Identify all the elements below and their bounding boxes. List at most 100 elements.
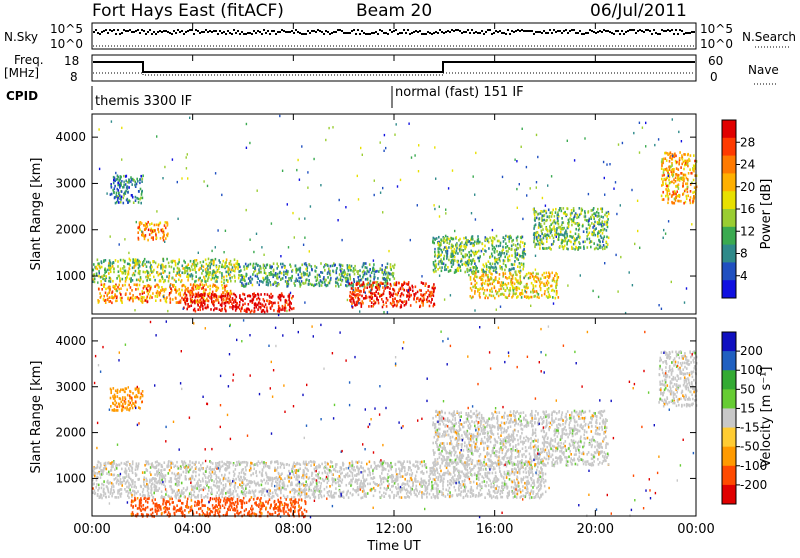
power-cell [549, 275, 551, 278]
freq-tick-low: 8 [70, 70, 78, 84]
nsky-point [133, 31, 135, 33]
power-cell [463, 249, 465, 252]
power-cell [120, 259, 122, 262]
nsky-point [381, 30, 383, 32]
power-cell [369, 286, 371, 289]
power-cell [685, 189, 687, 192]
power-cell [504, 256, 506, 259]
nsky-point [153, 31, 155, 33]
power-cell [400, 306, 402, 309]
power-cell [552, 289, 554, 292]
power-cell [689, 168, 691, 171]
power-cell [156, 224, 158, 227]
power-cell [349, 276, 351, 279]
power-cell [242, 293, 244, 296]
power-cell [205, 280, 207, 283]
power-cell [604, 262, 605, 264]
power-cell [135, 259, 137, 262]
power-cell [578, 229, 580, 232]
power-cell [191, 273, 193, 276]
power-cell [153, 276, 155, 279]
power-cell [347, 273, 349, 276]
nsky-point [217, 33, 219, 35]
power-cell [482, 288, 484, 291]
power-cell [511, 254, 513, 257]
power-cell [162, 228, 164, 231]
power-cell [517, 207, 518, 209]
power-cell [666, 185, 668, 188]
power-cell [284, 266, 286, 269]
power-cell [198, 269, 200, 272]
power-cell [520, 283, 522, 286]
velocity-cell [212, 471, 214, 474]
power-cell [500, 242, 502, 245]
power-cell [380, 282, 382, 285]
power-cell [481, 250, 483, 253]
power-cell [404, 304, 406, 307]
velocity-cell [220, 482, 222, 485]
power-cell [371, 271, 373, 274]
power-cell [136, 296, 138, 299]
power-cell [681, 154, 683, 157]
power-cell [155, 262, 157, 265]
power-cell [683, 153, 685, 156]
power-cell [437, 247, 439, 250]
nsky-point [367, 33, 369, 35]
velocity-cell [362, 471, 364, 474]
nsky-point [593, 31, 595, 33]
power-cell [100, 276, 102, 279]
nsky-point [253, 30, 255, 32]
power-cell [488, 260, 490, 263]
power-cell [503, 259, 505, 262]
velocity-cell [370, 477, 372, 480]
power-cell [597, 235, 599, 238]
power-cell [557, 217, 559, 220]
power-cell [154, 279, 156, 282]
power-cell [503, 236, 505, 239]
velocity-cell [471, 492, 473, 495]
power-cell [287, 203, 288, 205]
power-cell [114, 295, 116, 298]
power-cell [121, 158, 122, 160]
power-cell [351, 305, 352, 307]
power-cell [556, 283, 558, 286]
power-cell [351, 287, 353, 290]
power-cell [565, 213, 567, 216]
power-cell [675, 185, 677, 188]
power-cell [555, 208, 557, 211]
power-cell [493, 280, 495, 283]
velocity-cell [130, 491, 132, 494]
power-cell [550, 212, 552, 215]
power-cell [345, 278, 347, 281]
power-cell [516, 239, 518, 242]
power-cell [342, 264, 344, 267]
power-cell [549, 227, 551, 230]
power-cell [566, 243, 568, 246]
power-cell [594, 221, 596, 224]
power-cell [550, 219, 552, 222]
power-cell [139, 265, 141, 268]
nsky-point [529, 30, 531, 32]
power-cell [151, 237, 153, 240]
nsky-point [375, 31, 377, 33]
power-cell [334, 264, 336, 267]
power-cell [523, 245, 525, 248]
power-cell [139, 229, 141, 232]
power-cell [389, 292, 391, 295]
power-cell [359, 269, 361, 272]
nsky-point [489, 29, 491, 31]
power-cell [434, 248, 435, 250]
power-cell [159, 294, 161, 297]
power-cell [508, 294, 510, 297]
power-cell [448, 187, 449, 189]
power-cell [185, 286, 187, 289]
velocity-cell [312, 478, 314, 481]
power-cell [223, 266, 225, 269]
nsky-point [487, 29, 489, 31]
power-cell [263, 309, 265, 312]
nsky-point [335, 31, 337, 33]
power-cell [525, 290, 526, 292]
power-cell [141, 190, 143, 193]
power-cell [365, 292, 366, 294]
power-cell [503, 252, 505, 255]
